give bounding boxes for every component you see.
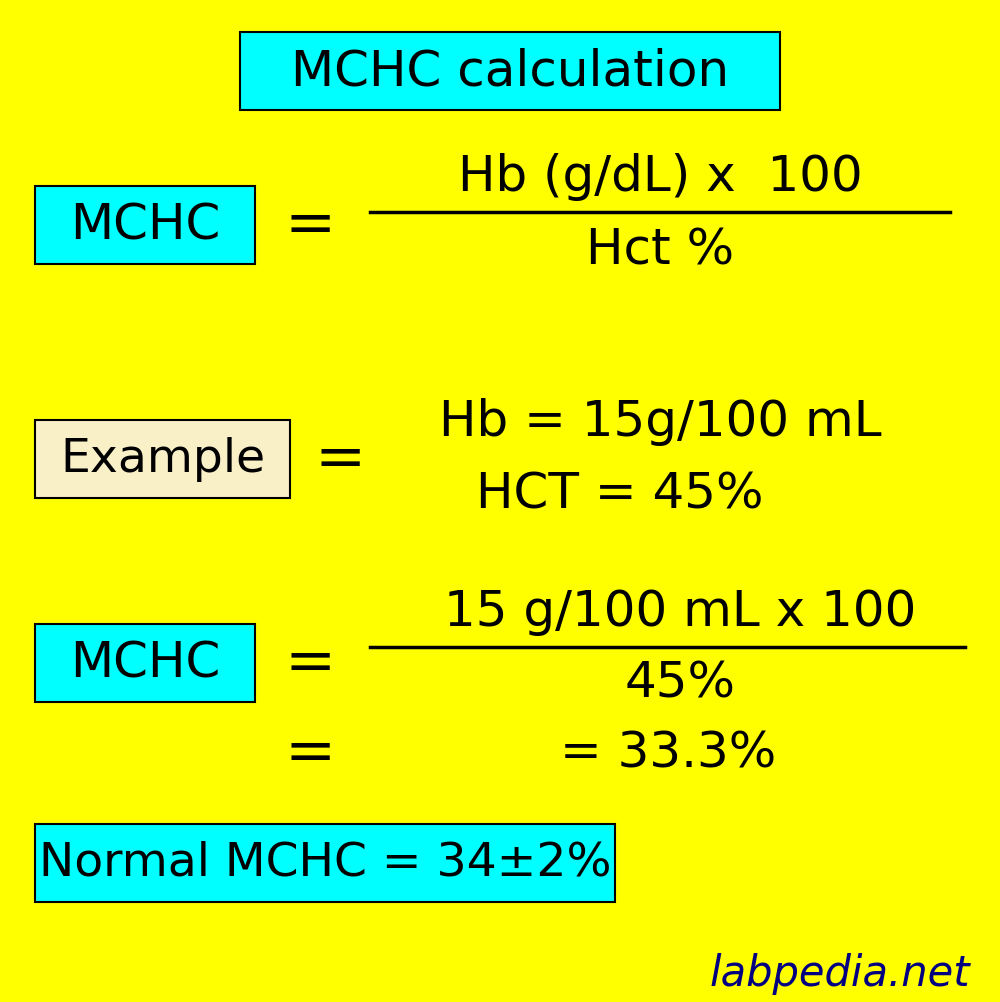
Text: MCHC: MCHC bbox=[70, 201, 220, 249]
Text: MCHC calculation: MCHC calculation bbox=[291, 47, 729, 95]
FancyBboxPatch shape bbox=[35, 186, 255, 264]
FancyBboxPatch shape bbox=[35, 420, 290, 498]
Text: Hb = 15g/100 mL: Hb = 15g/100 mL bbox=[439, 398, 881, 446]
FancyBboxPatch shape bbox=[35, 824, 615, 902]
Text: HCT = 45%: HCT = 45% bbox=[476, 470, 764, 518]
FancyBboxPatch shape bbox=[240, 32, 780, 110]
Text: Hct %: Hct % bbox=[586, 226, 734, 274]
Text: Hb (g/dL) x  100: Hb (g/dL) x 100 bbox=[458, 153, 862, 201]
Text: =: = bbox=[314, 430, 366, 489]
Text: 45%: 45% bbox=[624, 660, 736, 708]
Text: =: = bbox=[284, 724, 336, 784]
Text: Normal MCHC = 34±2%: Normal MCHC = 34±2% bbox=[39, 841, 611, 886]
Text: Example: Example bbox=[60, 437, 265, 482]
Text: =: = bbox=[284, 195, 336, 255]
FancyBboxPatch shape bbox=[35, 624, 255, 702]
Text: =: = bbox=[284, 633, 336, 692]
Text: MCHC: MCHC bbox=[70, 639, 220, 687]
Text: 15 g/100 mL x 100: 15 g/100 mL x 100 bbox=[444, 588, 916, 636]
Text: = 33.3%: = 33.3% bbox=[560, 730, 776, 778]
Text: labpedia.net: labpedia.net bbox=[709, 953, 970, 995]
